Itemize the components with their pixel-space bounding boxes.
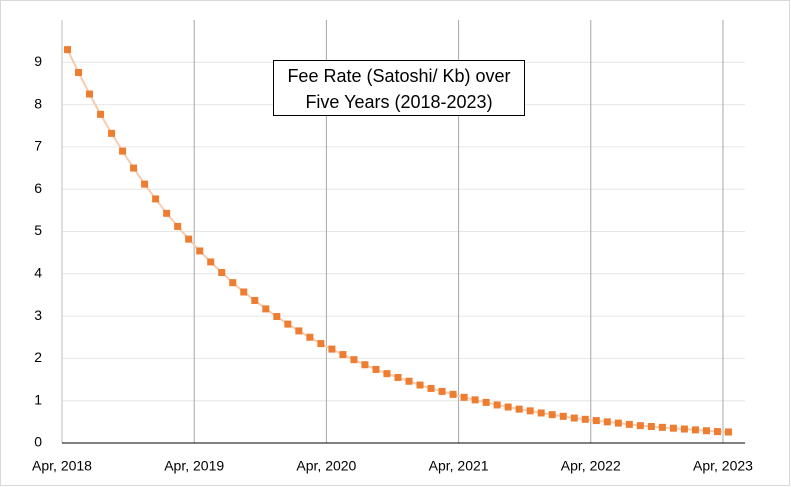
data-point bbox=[460, 393, 468, 401]
data-point bbox=[174, 222, 182, 230]
data-point bbox=[75, 68, 83, 76]
data-point bbox=[317, 340, 325, 348]
data-point bbox=[240, 288, 248, 296]
data-point bbox=[603, 418, 611, 426]
data-point bbox=[207, 258, 215, 266]
y-tick-label: 2 bbox=[34, 349, 42, 365]
data-point bbox=[482, 398, 490, 406]
data-point bbox=[64, 46, 72, 54]
data-point bbox=[636, 422, 644, 430]
data-point bbox=[119, 147, 127, 155]
data-point bbox=[614, 419, 622, 427]
data-point bbox=[141, 180, 149, 188]
data-point bbox=[526, 407, 534, 415]
data-point bbox=[548, 411, 556, 419]
data-point bbox=[405, 377, 413, 385]
data-point bbox=[196, 247, 204, 255]
data-point bbox=[647, 423, 655, 431]
data-point bbox=[691, 426, 699, 434]
data-point bbox=[163, 209, 171, 217]
data-point bbox=[680, 425, 688, 433]
x-tick-label: Apr, 2019 bbox=[164, 458, 224, 474]
data-point bbox=[108, 129, 116, 137]
data-point bbox=[515, 405, 523, 413]
data-point bbox=[581, 415, 589, 423]
y-tick-label: 4 bbox=[34, 265, 42, 281]
data-point bbox=[273, 313, 281, 321]
data-point bbox=[306, 333, 314, 341]
data-point bbox=[471, 396, 479, 404]
data-point bbox=[284, 320, 292, 328]
data-point bbox=[438, 387, 446, 395]
data-point bbox=[97, 110, 105, 118]
x-tick-label: Apr, 2021 bbox=[429, 458, 489, 474]
data-point bbox=[427, 384, 435, 392]
data-point bbox=[218, 269, 226, 277]
data-point bbox=[185, 235, 193, 243]
y-tick-label: 9 bbox=[34, 53, 42, 69]
data-point bbox=[372, 365, 380, 373]
x-tick-label: Apr, 2020 bbox=[296, 458, 356, 474]
data-point bbox=[394, 373, 402, 381]
x-tick-label: Apr, 2022 bbox=[561, 458, 621, 474]
data-point bbox=[130, 164, 138, 172]
data-point bbox=[702, 427, 710, 435]
chart-title: Fee Rate (Satoshi/ Kb) over Five Years (… bbox=[273, 60, 525, 116]
data-point bbox=[625, 420, 633, 428]
y-tick-label: 5 bbox=[34, 222, 42, 238]
data-point bbox=[537, 409, 545, 417]
y-tick-label: 1 bbox=[34, 391, 42, 407]
data-point bbox=[713, 428, 721, 436]
data-point bbox=[559, 412, 567, 420]
data-point bbox=[251, 296, 259, 304]
data-point bbox=[449, 390, 457, 398]
y-tick-label: 3 bbox=[34, 307, 42, 323]
data-point bbox=[493, 401, 501, 409]
data-point bbox=[592, 417, 600, 425]
data-point bbox=[504, 403, 512, 411]
data-point bbox=[328, 345, 336, 353]
data-point bbox=[339, 351, 347, 359]
data-point bbox=[361, 361, 369, 369]
y-tick-label: 0 bbox=[34, 434, 42, 450]
data-point bbox=[86, 90, 94, 98]
data-point bbox=[724, 428, 732, 436]
data-point bbox=[350, 356, 358, 364]
data-point bbox=[658, 423, 666, 431]
data-point bbox=[416, 381, 424, 389]
data-point bbox=[295, 327, 303, 335]
x-tick-label: Apr, 2018 bbox=[32, 458, 92, 474]
data-point bbox=[383, 370, 391, 378]
x-tick-label: Apr, 2023 bbox=[693, 458, 753, 474]
data-point bbox=[262, 305, 270, 313]
y-tick-label: 8 bbox=[34, 95, 42, 111]
data-point bbox=[669, 424, 677, 432]
y-tick-label: 6 bbox=[34, 180, 42, 196]
data-point bbox=[570, 414, 578, 422]
data-point bbox=[229, 279, 237, 287]
y-tick-label: 7 bbox=[34, 138, 42, 154]
data-point bbox=[152, 195, 160, 203]
